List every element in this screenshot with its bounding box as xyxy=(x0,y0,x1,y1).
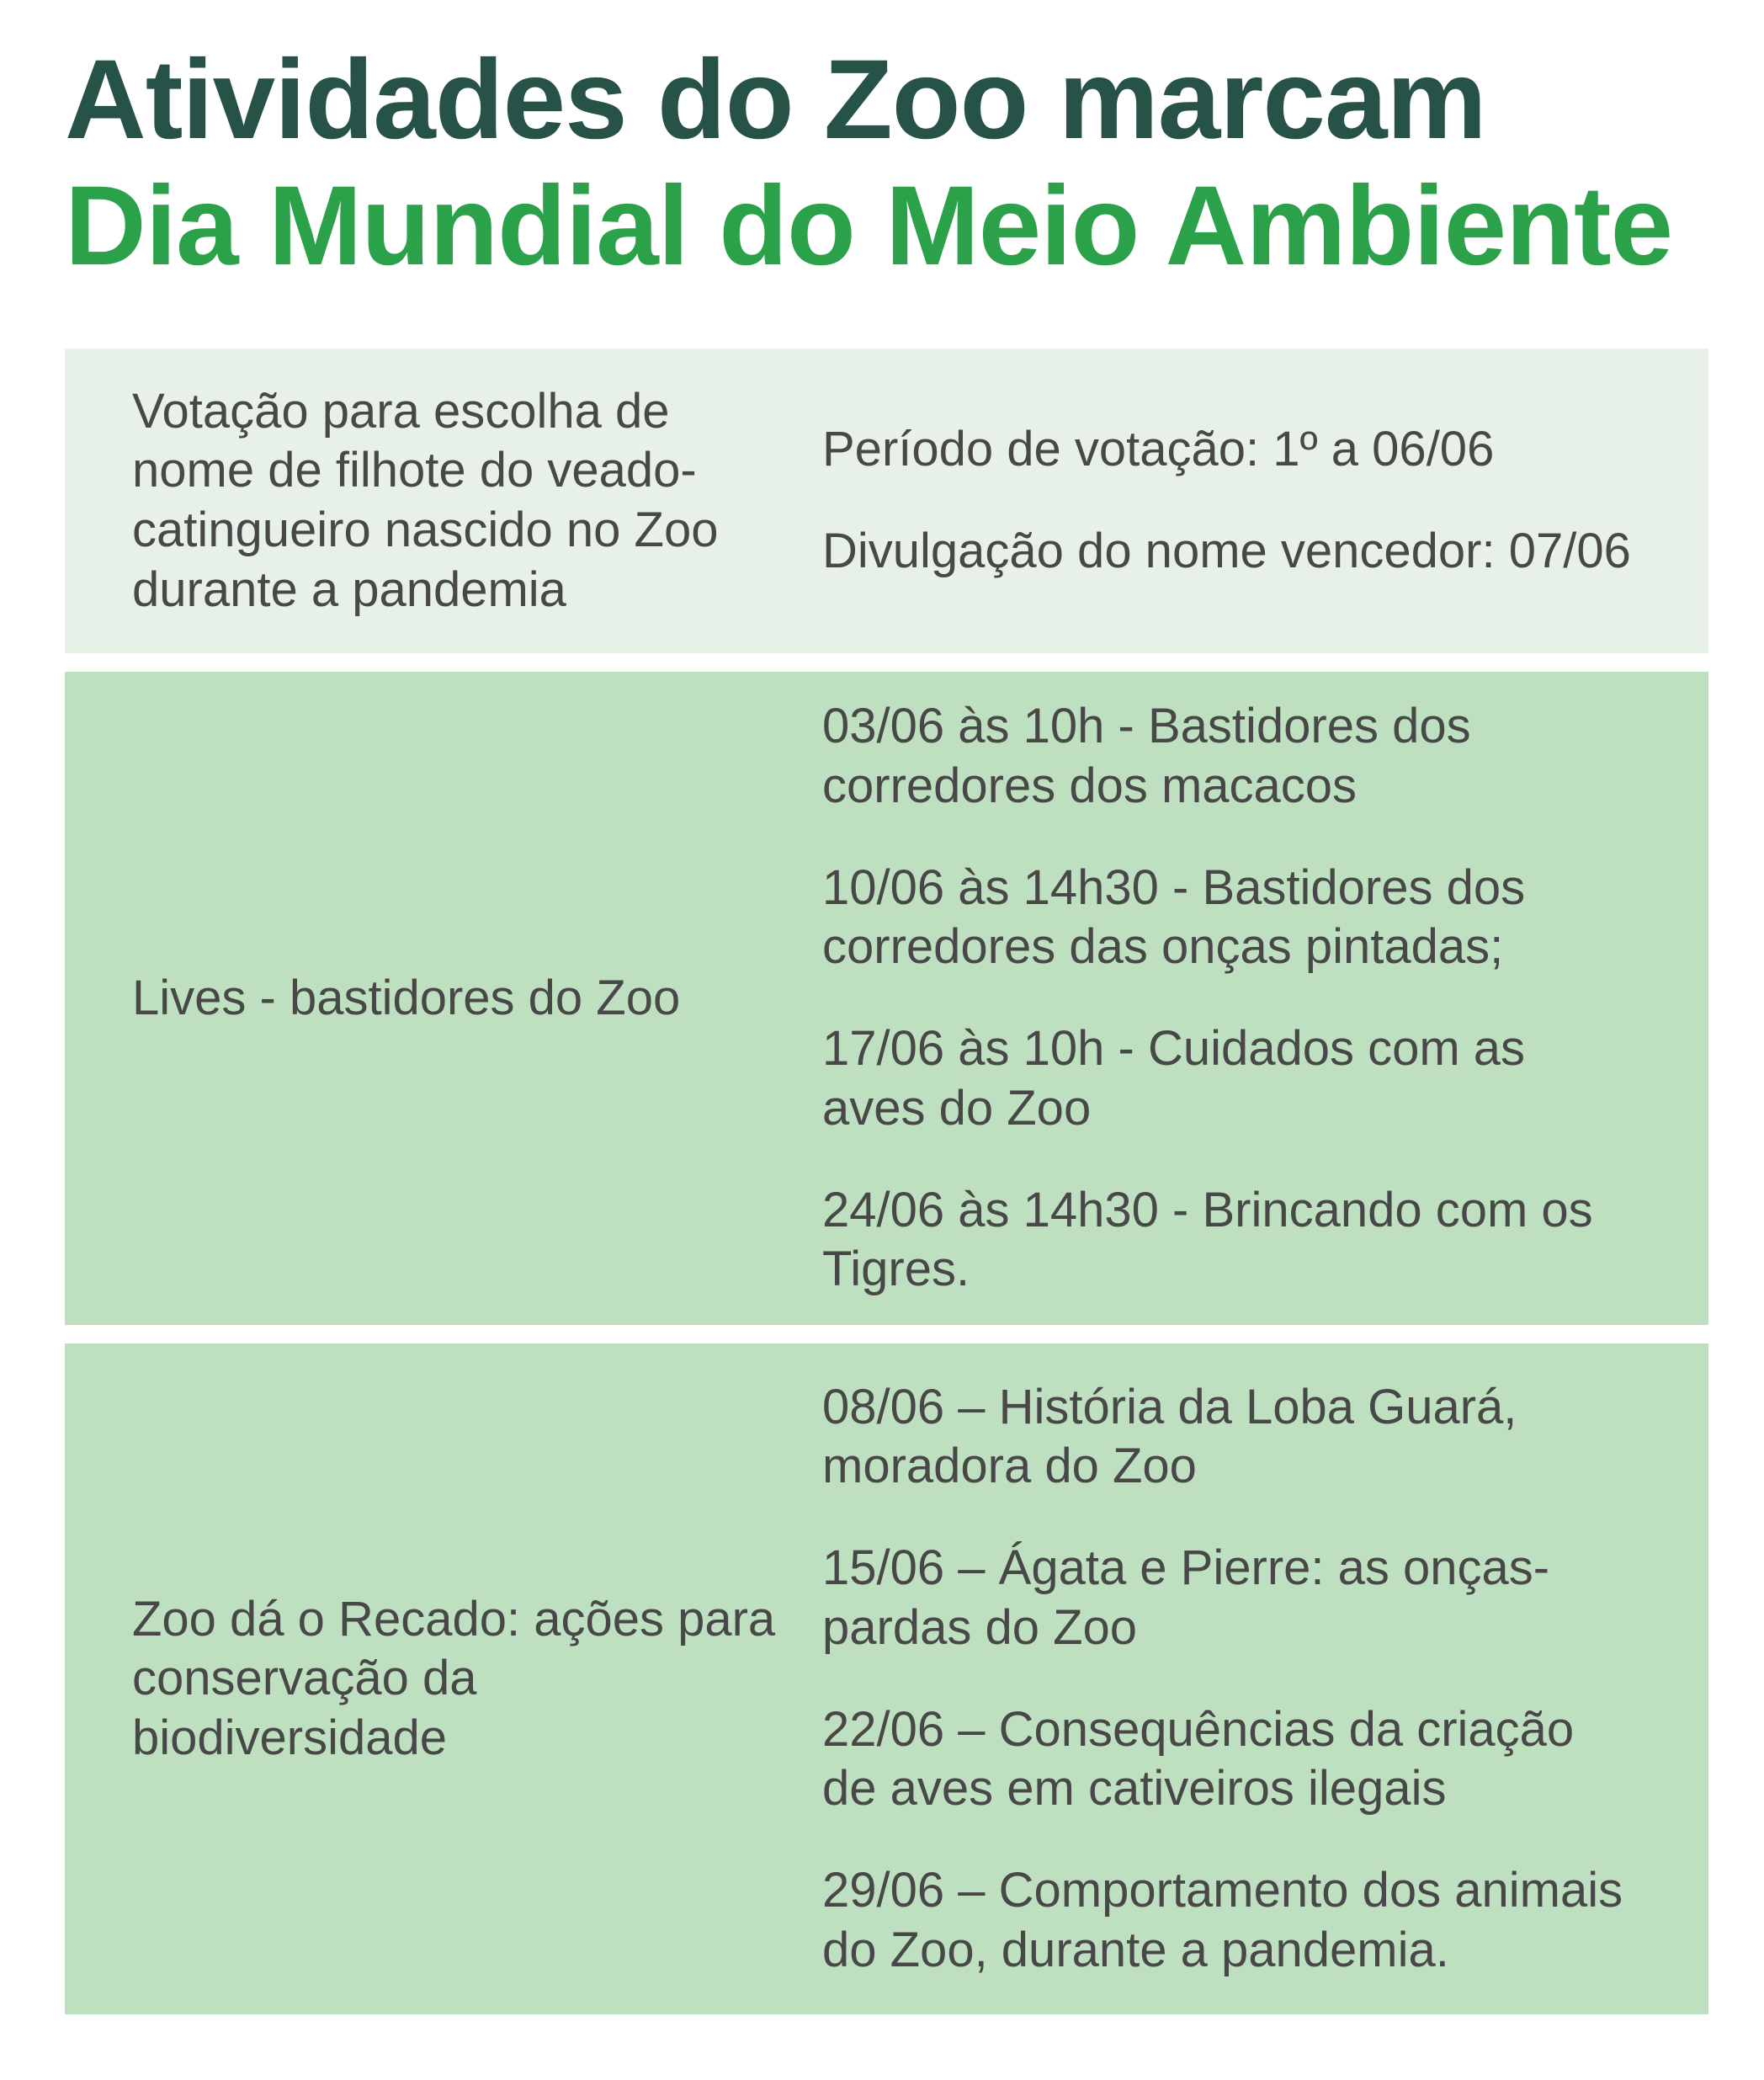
detail-item: 10/06 às 14h30 - Bastidores dos corredor… xyxy=(822,859,1526,975)
section-details-recado: 08/06 – História da Loba Guará, moradora… xyxy=(822,1378,1658,1981)
detail-item: Divulgação do nome vencedor: 07/06 xyxy=(822,524,1631,579)
section-heading-lives: Lives - bastidores do Zoo xyxy=(132,970,681,1025)
section-heading-recado: Zoo dá o Recado: ações para conservação … xyxy=(132,1591,776,1766)
title-line-2: Dia Mundial do Meio Ambiente xyxy=(65,163,1673,290)
detail-item: 17/06 às 10h - Cuidados com as aves do Z… xyxy=(822,1021,1526,1136)
detail-item: 29/06 – Comportamento dos animais do Zoo… xyxy=(822,1863,1623,1977)
detail-item: 03/06 às 10h - Bastidores dos corredores… xyxy=(822,699,1471,813)
section-zoo-da-o-recado: Zoo dá o Recado: ações para conservação … xyxy=(65,1343,1708,2015)
section-votacao-filhote: Votação para escolha de nome de filhote … xyxy=(65,348,1708,654)
detail-item: Período de votação: 1º a 06/06 xyxy=(822,422,1495,477)
infographic-poster: Atividades do Zoo marcam Dia Mundial do … xyxy=(0,37,1764,2015)
title-line-1: Atividades do Zoo marcam xyxy=(65,37,1487,162)
section-lives-bastidores: Lives - bastidores do Zoo 03/06 às 10h -… xyxy=(65,672,1708,1326)
section-heading-votacao: Votação para escolha de nome de filhote … xyxy=(132,383,719,617)
detail-item: 08/06 – História da Loba Guará, moradora… xyxy=(822,1379,1517,1494)
section-details-votacao: Período de votação: 1º a 06/06 Divulgaçã… xyxy=(822,420,1658,582)
activity-table: Votação para escolha de nome de filhote … xyxy=(0,348,1764,2015)
detail-item: 22/06 – Consequências da criação de aves… xyxy=(822,1701,1575,1817)
detail-item: 24/06 às 14h30 - Brincando com os Tigres… xyxy=(822,1182,1593,1297)
section-details-lives: 03/06 às 10h - Bastidores dos corredores… xyxy=(822,697,1658,1300)
page-title: Atividades do Zoo marcam Dia Mundial do … xyxy=(65,37,1708,290)
detail-item: 15/06 – Ágata e Pierre: as onças- pardas… xyxy=(822,1540,1550,1655)
